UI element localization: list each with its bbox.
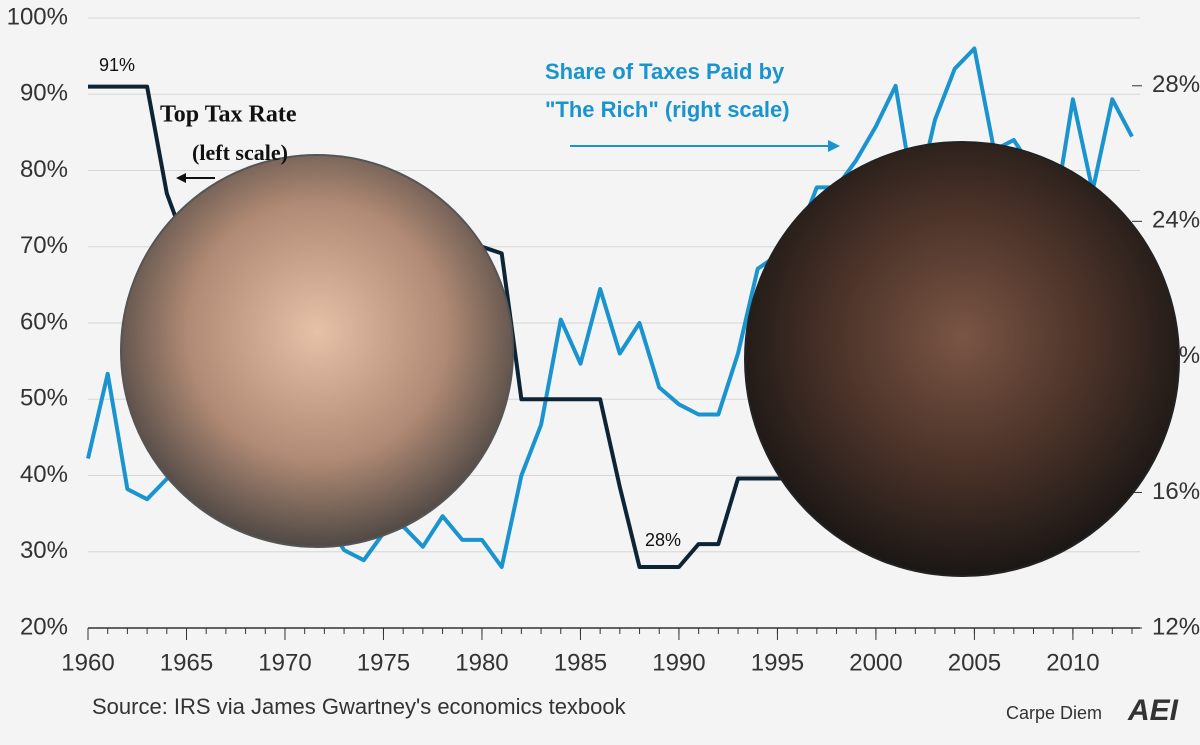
x-tick-label: 2005 [948, 649, 1001, 676]
footer: Carpe Diem [1006, 703, 1102, 723]
photo [120, 154, 514, 548]
photo [744, 141, 1180, 577]
y2-tick-label: 16% [1152, 478, 1200, 505]
annotation: 91% [99, 55, 135, 75]
x-tick-label: 1975 [357, 649, 410, 676]
x-tick-label: 1990 [652, 649, 705, 676]
y-tick-label: 90% [20, 80, 68, 107]
annotation: "The Rich" (right scale) [545, 97, 790, 122]
y2-tick-label: 28% [1152, 71, 1200, 98]
x-tick-label: 1960 [61, 649, 114, 676]
y-tick-label: 40% [20, 461, 68, 488]
y-tick-label: 30% [20, 537, 68, 564]
annotation: (left scale) [192, 140, 288, 165]
y2-tick-label: 12% [1152, 613, 1200, 640]
x-tick-label: 1970 [258, 649, 311, 676]
y-tick-label: 50% [20, 385, 68, 412]
arrow-head [828, 140, 840, 152]
x-tick-label: 1985 [554, 649, 607, 676]
logo: AEI [1127, 694, 1179, 727]
y-tick-label: 20% [20, 613, 68, 640]
x-tick-label: 1965 [160, 649, 213, 676]
plot-area: 20%30%40%50%60%70%80%90%100%12%16%20%24%… [7, 3, 1200, 676]
x-tick-label: 1980 [455, 649, 508, 676]
y-tick-label: 80% [20, 156, 68, 183]
y2-tick-label: 24% [1152, 207, 1200, 234]
annotation: 28% [645, 530, 681, 550]
series-label: Share of Taxes Paid by [545, 59, 785, 84]
series-label: Top Tax Rate [160, 102, 297, 128]
y-tick-label: 70% [20, 232, 68, 259]
x-tick-label: 2010 [1046, 649, 1099, 676]
x-tick-label: 2000 [849, 649, 902, 676]
arrow-head [176, 173, 186, 183]
y-tick-label: 60% [20, 308, 68, 335]
x-tick-label: 1995 [751, 649, 804, 676]
source: Source: IRS via James Gwartney's economi… [92, 694, 627, 719]
y-tick-label: 100% [7, 3, 68, 30]
